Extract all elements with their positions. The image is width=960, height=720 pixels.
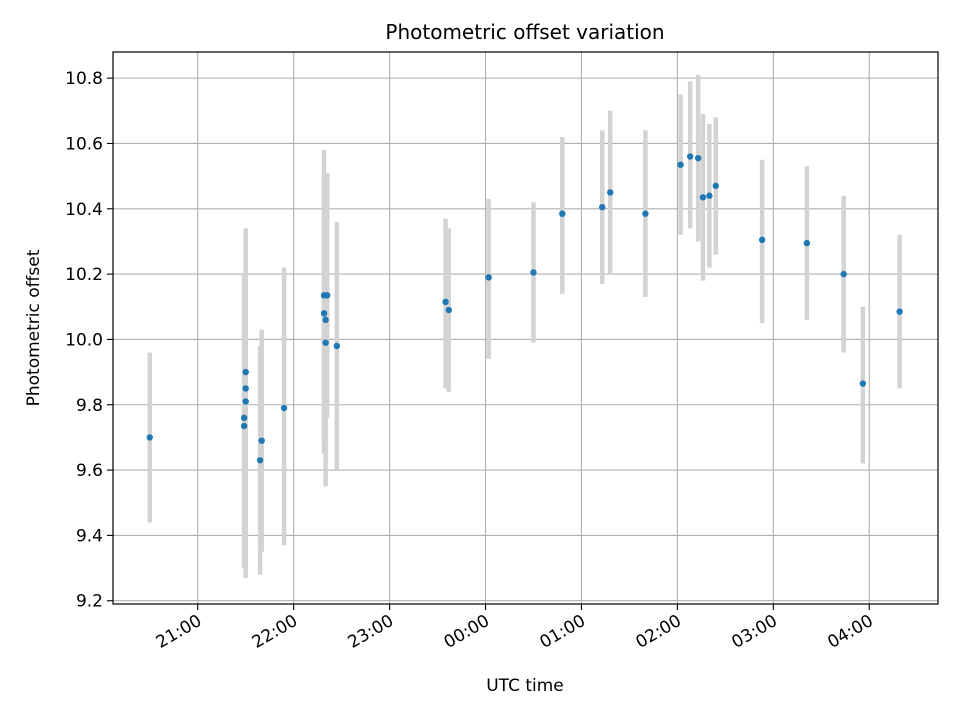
x-tick-label: 04:00 [824, 611, 876, 653]
y-axis: 9.2 9.4 9.6 9.8 10.0 10.2 10.4 10.6 10.8 [65, 69, 113, 612]
data-point [242, 368, 249, 376]
grid [113, 52, 938, 604]
y-tick-label: 10.0 [65, 330, 103, 350]
data-point [694, 154, 702, 162]
x-tick-label: 22:00 [249, 611, 301, 653]
y-axis-label: Photometric offset [24, 249, 44, 406]
data-point [686, 153, 694, 160]
data-point [240, 414, 248, 422]
x-axis: 21:00 22:00 23:00 00:00 01:00 02:00 03:00 04:00 [153, 604, 877, 653]
data-point [256, 457, 264, 464]
x-tick-label: 03:00 [728, 611, 780, 653]
y-tick-label: 9.2 [76, 592, 103, 612]
data-point [445, 306, 452, 314]
x-tick-label: 23:00 [345, 611, 397, 653]
plot-area [113, 52, 938, 604]
data-point [320, 310, 328, 317]
data-point [859, 380, 867, 387]
data-point [485, 274, 492, 281]
x-tick-label: 00:00 [441, 611, 493, 653]
data-point [712, 182, 719, 190]
y-tick-label: 10.6 [65, 134, 103, 154]
data-point [803, 239, 811, 247]
data-point [240, 422, 248, 430]
data-point [896, 308, 903, 315]
data-point [322, 339, 329, 346]
y-tick-label: 10.8 [65, 69, 103, 89]
data-point [322, 316, 329, 324]
data-point [607, 189, 614, 196]
data-point [699, 194, 707, 201]
data-point [442, 298, 449, 306]
data-point [242, 385, 249, 392]
data-point [146, 434, 153, 441]
y-tick-label: 10.2 [65, 265, 103, 285]
data-point [599, 203, 606, 211]
data-point [324, 292, 331, 299]
chart-title: Photometric offset variation [385, 20, 664, 44]
y-tick-label: 9.6 [76, 461, 103, 481]
data-point [559, 210, 566, 217]
y-tick-label: 10.4 [65, 200, 103, 220]
data-point [642, 210, 649, 217]
data-point [333, 342, 341, 350]
data-point [242, 398, 249, 405]
x-axis-label: UTC time [486, 676, 564, 696]
data-point [758, 236, 766, 244]
data-point [840, 270, 847, 278]
x-tick-label: 01:00 [537, 611, 589, 653]
data-point [280, 404, 288, 412]
data-point [706, 192, 713, 199]
data-point [530, 269, 537, 276]
y-tick-label: 9.8 [76, 396, 103, 416]
y-tick-label: 9.4 [76, 526, 103, 546]
data-point [258, 437, 265, 444]
x-tick-label: 02:00 [632, 611, 684, 653]
plot-frame [112, 51, 939, 605]
data-point [677, 161, 684, 168]
x-tick-label: 21:00 [153, 611, 205, 653]
data-points [146, 153, 903, 464]
